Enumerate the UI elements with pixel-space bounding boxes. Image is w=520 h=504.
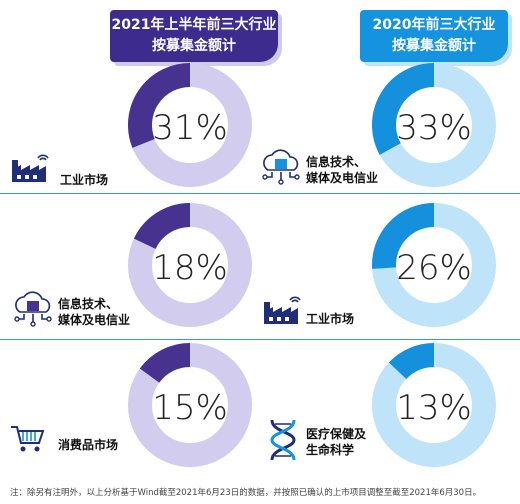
category-healthcare-2020: 医疗保健及 生命科学 (306, 426, 366, 458)
category-healthcare-2020-line1: 医疗保健及 (306, 427, 367, 441)
donut-6: 13% (372, 343, 496, 467)
category-healthcare-2020-line2: 生命科学 (306, 443, 355, 457)
dna-icon (266, 418, 300, 466)
donut-slice (128, 63, 191, 148)
row-divider-1 (0, 193, 520, 194)
donut-2: 18% (128, 203, 252, 327)
category-industrial-2020: 工业市场 (306, 312, 355, 326)
donut-slice (388, 343, 435, 380)
header-2020-line1: 2020年前三大行业 (372, 17, 496, 33)
donut-value-label: 31% (152, 108, 228, 148)
donut-slice (133, 203, 191, 250)
tmt-icon (258, 146, 304, 190)
donut-value-label: 18% (152, 248, 228, 288)
category-tmt-2021-line1: 信息技术、 (58, 297, 119, 311)
donut-4: 33% (372, 63, 496, 187)
header-2021-line2: 按募集金额计 (152, 38, 236, 54)
donut-3: 15% (128, 343, 252, 467)
donut-slice (139, 343, 191, 384)
donut-value-label: 26% (396, 248, 472, 288)
donut-value-label: 15% (152, 388, 228, 428)
donut-5: 26% (372, 203, 496, 327)
shopping-cart-icon (10, 424, 46, 458)
header-2021: 2021年上半年前三大行业 按募集金额计 (110, 10, 278, 62)
header-2020-line2: 按募集金额计 (392, 38, 476, 54)
row-divider-2 (0, 339, 520, 340)
header-2021-line1: 2021年上半年前三大行业 (111, 17, 277, 33)
category-tmt-2020-line1: 信息技术、 (306, 155, 367, 169)
donut-1: 31% (128, 63, 252, 187)
factory-icon (10, 148, 50, 188)
category-industrial-2021: 工业市场 (60, 173, 109, 187)
footnote: 注：除另有注明外，以上分析基于Wind截至2021年6月23日的数据，并按照已确… (10, 488, 482, 498)
factory-icon (262, 290, 302, 330)
category-tmt-2021-line2: 媒体及电信业 (58, 313, 131, 327)
donut-slice (372, 203, 435, 269)
category-consumer-2021: 消费品市场 (58, 438, 119, 452)
donut-value-label: 13% (396, 388, 472, 428)
donut-slice (372, 63, 435, 155)
category-tmt-2020: 信息技术、 媒体及电信业 (306, 154, 378, 186)
header-2020: 2020年前三大行业 按募集金额计 (360, 10, 508, 62)
donut-value-label: 33% (396, 108, 472, 148)
category-tmt-2021: 信息技术、 媒体及电信业 (58, 296, 130, 328)
tmt-icon (10, 288, 56, 332)
category-tmt-2020-line2: 媒体及电信业 (306, 171, 379, 185)
